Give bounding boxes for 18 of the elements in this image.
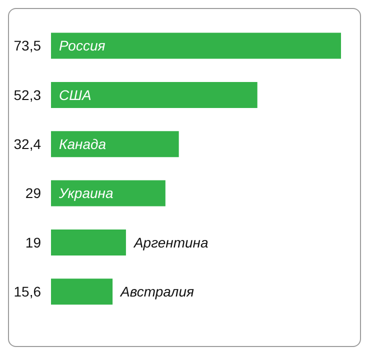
bar (51, 229, 126, 256)
y-tick-label: США (59, 86, 92, 103)
bar (51, 32, 341, 59)
y-tick-label: Украина (58, 185, 114, 202)
data-label: 73,5 (14, 38, 42, 54)
y-tick-label: Россия (59, 38, 106, 54)
y-tick-label: Аргентина (132, 234, 208, 250)
bar (51, 131, 179, 158)
data-label: 29 (25, 185, 42, 202)
data-label: 52,3 (14, 86, 42, 103)
bar (51, 82, 258, 108)
data-label: 15,6 (14, 284, 42, 300)
data-label: 32,4 (14, 136, 42, 152)
bar (51, 278, 113, 305)
data-label: 19 (25, 234, 42, 250)
y-tick-label: Австралия (120, 284, 194, 300)
y-tick-label: Канада (59, 136, 106, 152)
bar (51, 180, 166, 206)
